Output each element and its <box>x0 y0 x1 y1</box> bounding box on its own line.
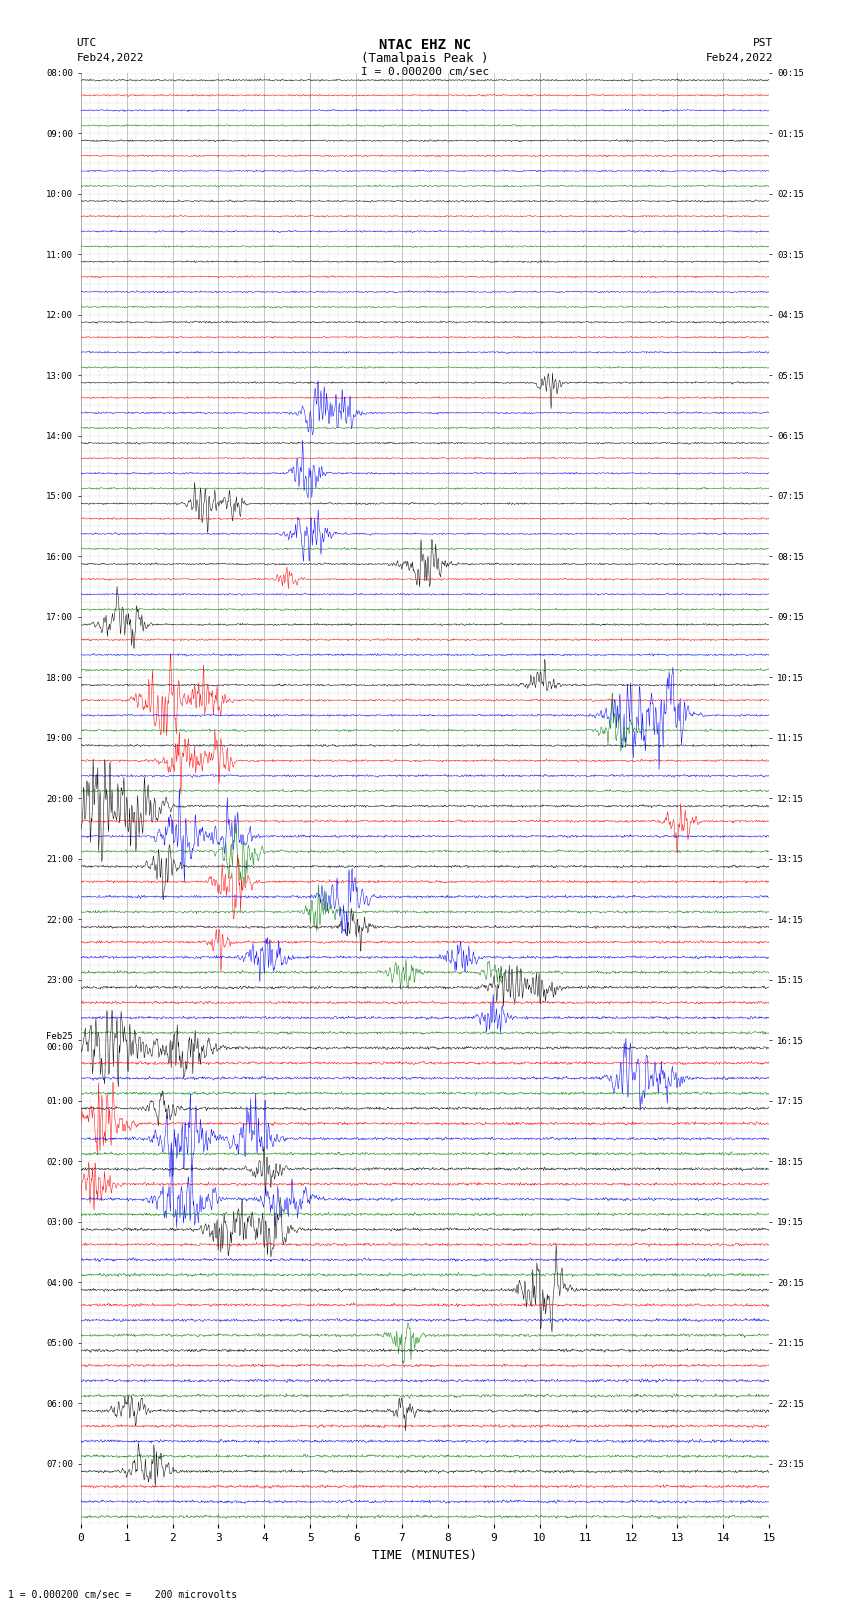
Text: PST: PST <box>753 39 774 48</box>
Text: 1 = 0.000200 cm/sec =    200 microvolts: 1 = 0.000200 cm/sec = 200 microvolts <box>8 1590 238 1600</box>
Text: NTAC EHZ NC: NTAC EHZ NC <box>379 37 471 52</box>
Text: Feb24,2022: Feb24,2022 <box>76 53 144 63</box>
Text: UTC: UTC <box>76 39 97 48</box>
X-axis label: TIME (MINUTES): TIME (MINUTES) <box>372 1548 478 1561</box>
Text: Feb24,2022: Feb24,2022 <box>706 53 774 63</box>
Text: (Tamalpais Peak ): (Tamalpais Peak ) <box>361 52 489 65</box>
Text: I = 0.000200 cm/sec: I = 0.000200 cm/sec <box>361 68 489 77</box>
